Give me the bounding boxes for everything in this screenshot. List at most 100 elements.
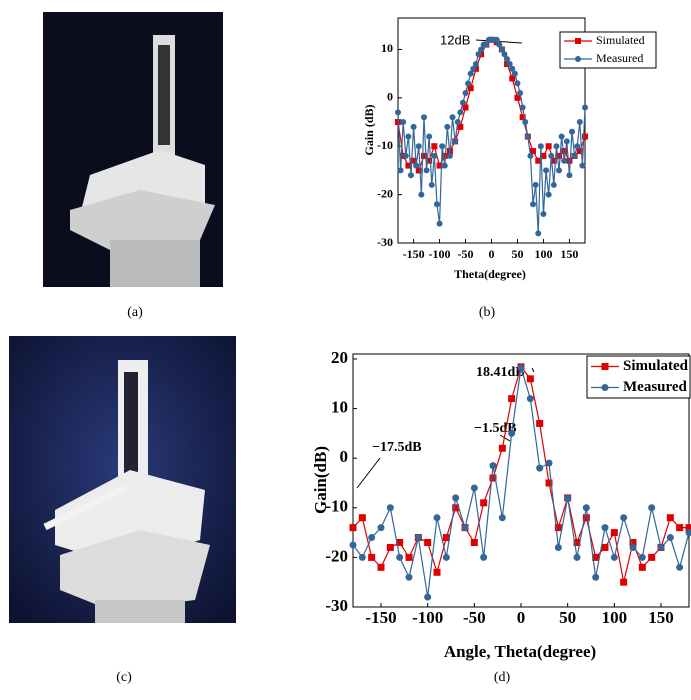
marker: [447, 153, 453, 159]
y-tick-label: -20: [377, 186, 393, 200]
marker: [574, 554, 581, 561]
marker: [400, 119, 406, 125]
y-tick-label: 10: [381, 41, 393, 55]
marker: [426, 134, 432, 140]
marker: [480, 554, 487, 561]
y-tick-label: -30: [377, 235, 393, 249]
data-line: [353, 368, 689, 597]
marker: [538, 143, 544, 149]
marker: [676, 524, 683, 531]
marker: [471, 539, 478, 546]
x-tick-label: 150: [648, 608, 674, 627]
x-tick-label: 100: [534, 247, 552, 261]
marker: [620, 579, 627, 586]
marker: [676, 564, 683, 571]
marker: [406, 554, 413, 561]
marker: [527, 153, 533, 159]
marker: [533, 182, 539, 188]
y-tick-label: -30: [325, 596, 348, 615]
marker: [525, 134, 531, 140]
marker: [546, 143, 552, 149]
marker: [460, 100, 466, 106]
photo-c: [9, 336, 236, 623]
marker: [535, 230, 541, 236]
x-tick-label: -150: [365, 608, 396, 627]
marker: [359, 514, 366, 521]
marker: [508, 395, 515, 402]
marker: [424, 539, 431, 546]
marker: [582, 134, 588, 140]
arrow: [357, 458, 380, 488]
marker: [395, 109, 401, 115]
legend-label: Measured: [623, 379, 688, 395]
marker: [527, 395, 534, 402]
caption: (b): [479, 305, 496, 320]
y-axis-label: Gain (dB): [362, 104, 376, 155]
x-tick-label: 100: [602, 608, 628, 627]
marker: [462, 524, 469, 531]
marker: [572, 153, 578, 159]
marker: [415, 534, 422, 541]
marker: [387, 544, 394, 551]
y-tick-label: -10: [377, 138, 393, 152]
marker: [434, 569, 441, 576]
arrow: [532, 368, 534, 372]
marker: [359, 554, 366, 561]
marker: [512, 71, 518, 77]
marker: [480, 499, 487, 506]
marker: [540, 211, 546, 217]
marker: [434, 514, 441, 521]
marker: [611, 554, 618, 561]
legend-marker: [602, 363, 609, 370]
data-line: [398, 40, 585, 234]
marker: [602, 524, 609, 531]
marker: [452, 494, 459, 501]
marker: [658, 544, 665, 551]
marker: [411, 124, 417, 130]
y-axis-label: Gain(dB): [311, 446, 330, 514]
marker: [403, 153, 409, 159]
x-tick-label: -150: [403, 247, 425, 261]
marker: [421, 114, 427, 120]
marker: [536, 420, 543, 427]
marker: [437, 221, 443, 227]
marker: [583, 504, 590, 511]
marker: [648, 504, 655, 511]
annotation: −17.5dB: [372, 440, 422, 455]
x-tick-label: 50: [511, 247, 523, 261]
marker: [517, 90, 523, 96]
annotation: 12dB: [440, 32, 470, 47]
caption: (a): [127, 305, 143, 320]
marker: [431, 153, 437, 159]
x-tick-label: 0: [517, 608, 526, 627]
marker: [457, 109, 463, 115]
marker: [569, 129, 575, 135]
marker: [405, 134, 411, 140]
marker: [490, 462, 497, 469]
marker: [630, 544, 637, 551]
marker: [577, 119, 583, 125]
marker: [551, 182, 557, 188]
data-line: [353, 367, 689, 582]
marker: [639, 554, 646, 561]
marker: [350, 541, 357, 548]
marker: [553, 143, 559, 149]
marker: [639, 564, 646, 571]
x-axis-label: Theta(degree): [454, 267, 526, 281]
marker: [527, 375, 534, 382]
marker: [667, 514, 674, 521]
marker: [566, 172, 572, 178]
marker: [443, 554, 450, 561]
marker: [444, 124, 450, 130]
marker: [555, 544, 562, 551]
marker: [508, 430, 515, 437]
marker: [514, 80, 520, 86]
marker: [406, 574, 413, 581]
x-tick-label: 0: [489, 247, 495, 261]
marker: [418, 192, 424, 198]
marker: [396, 554, 403, 561]
marker: [574, 143, 580, 149]
y-tick-label: 0: [387, 90, 393, 104]
marker: [548, 153, 554, 159]
